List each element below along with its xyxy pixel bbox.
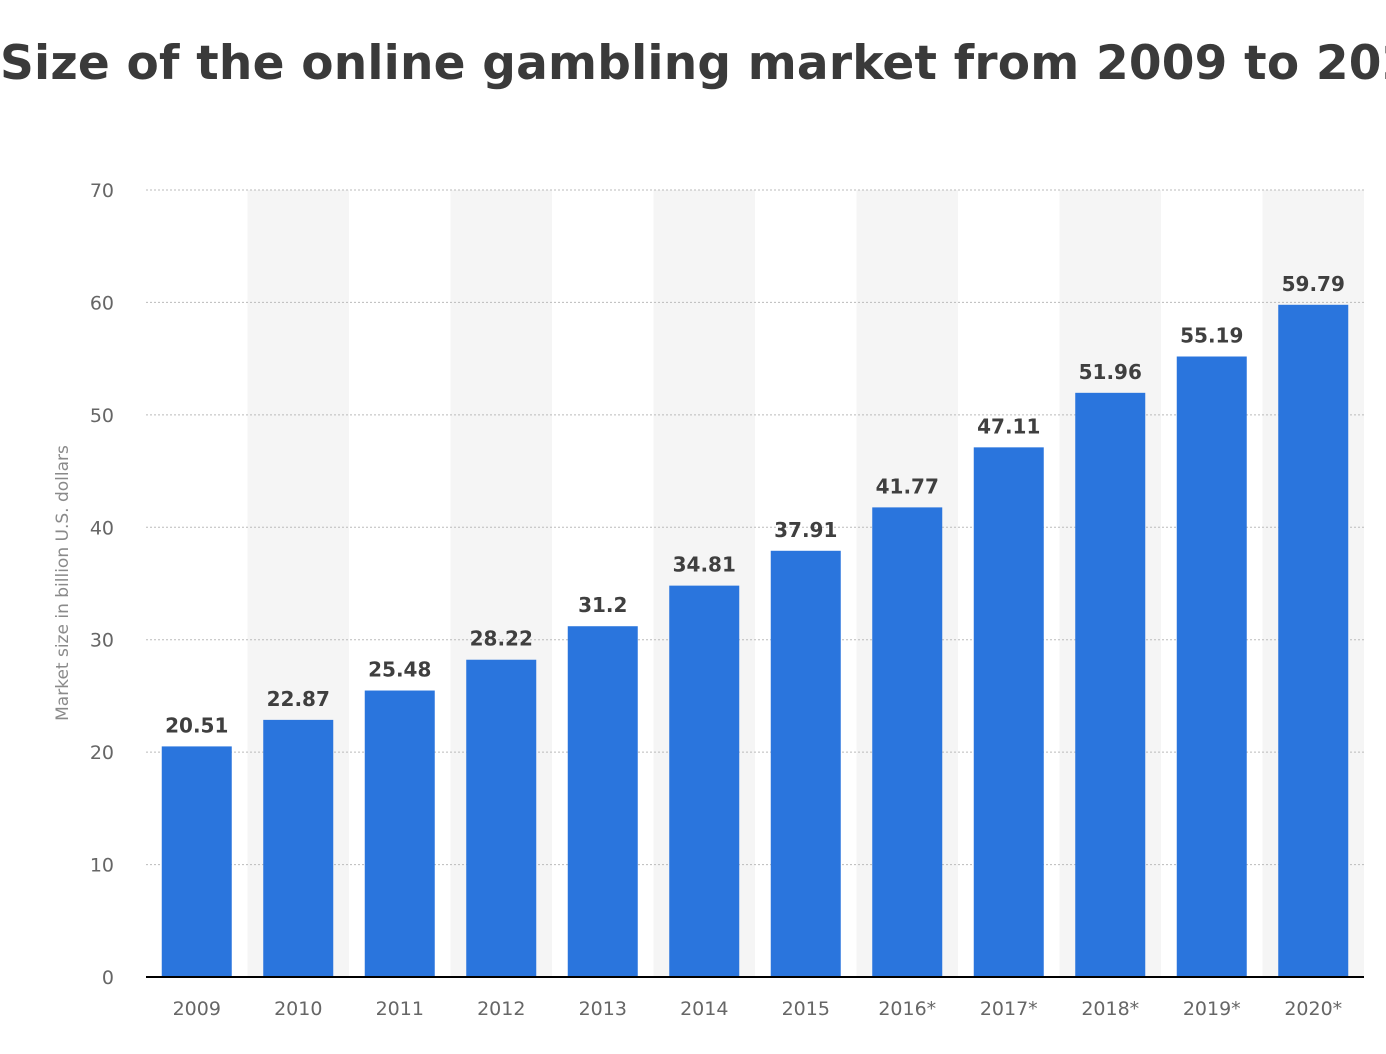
data-label: 20.51 — [165, 713, 228, 737]
bar — [1278, 304, 1349, 978]
x-tick-label: 2010 — [274, 998, 322, 1020]
x-tick-label: 2012 — [477, 998, 525, 1020]
data-label: 34.81 — [673, 553, 736, 577]
bar — [263, 719, 334, 977]
chart-title: Size of the online gambling market from … — [0, 36, 1386, 91]
x-tick-label: 2019* — [1183, 998, 1241, 1020]
bar — [872, 507, 943, 977]
y-tick-label: 40 — [90, 517, 114, 539]
data-label: 47.11 — [977, 414, 1040, 438]
data-label: 31.2 — [578, 593, 627, 617]
bar — [567, 626, 638, 977]
x-tick-label: 2014 — [680, 998, 728, 1020]
data-label: 41.77 — [876, 474, 939, 498]
x-tick-label: 2020* — [1284, 998, 1342, 1020]
bars — [161, 304, 1349, 978]
gridlines — [146, 189, 1364, 866]
x-tick-label: 2013 — [579, 998, 627, 1020]
bar — [669, 585, 740, 977]
y-axis-ticks: 0 10 20 30 40 50 60 70 — [90, 180, 114, 989]
y-tick-label: 60 — [90, 292, 114, 314]
y-axis-label: Market size in billion U.S. dollars — [53, 445, 73, 721]
data-label: 37.91 — [774, 518, 837, 542]
x-tick-label: 2011 — [376, 998, 424, 1020]
y-tick-label: 50 — [90, 405, 114, 427]
x-tick-label: 2009 — [173, 998, 221, 1020]
x-axis-ticks: 2009 2010 2011 2012 2013 2014 2015 2016* 2017* 20… — [173, 998, 1343, 1020]
bar — [1176, 356, 1247, 977]
bar — [466, 659, 537, 977]
data-label: 51.96 — [1079, 360, 1142, 384]
y-tick-label: 20 — [90, 742, 114, 764]
y-tick-label: 30 — [90, 630, 114, 652]
data-label: 28.22 — [470, 627, 533, 651]
x-tick-label: 2015 — [782, 998, 830, 1020]
data-label: 59.79 — [1282, 272, 1345, 296]
bar — [1075, 392, 1146, 977]
bar — [364, 690, 435, 977]
y-tick-label: 10 — [90, 855, 114, 877]
bar — [770, 550, 841, 977]
x-tick-label: 2018* — [1081, 998, 1139, 1020]
x-tick-label: 2017* — [980, 998, 1038, 1020]
y-tick-label: 70 — [90, 180, 114, 202]
bar — [161, 746, 232, 977]
y-tick-label: 0 — [102, 967, 114, 989]
data-label: 22.87 — [267, 687, 330, 711]
data-label: 55.19 — [1180, 324, 1243, 348]
data-label: 25.48 — [368, 658, 431, 682]
bar — [973, 447, 1044, 977]
x-tick-label: 2016* — [878, 998, 936, 1020]
data-labels: 20.51 22.87 25.48 28.22 31.2 34.81 37.91 41.77 4… — [165, 272, 1345, 738]
